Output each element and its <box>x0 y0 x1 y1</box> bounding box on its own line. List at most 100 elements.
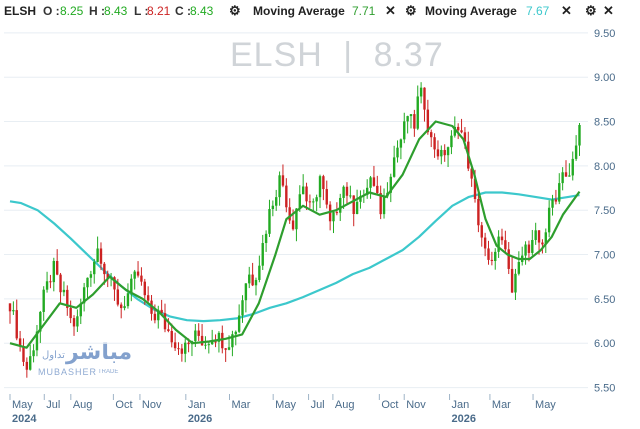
candle-body <box>315 197 318 202</box>
candle-body <box>39 311 42 332</box>
candle-body <box>217 332 221 342</box>
x-tick-label: May <box>12 399 33 411</box>
candle-body <box>66 289 69 308</box>
candle-body <box>460 130 463 133</box>
candle-body <box>477 198 480 226</box>
candle-body <box>399 139 403 148</box>
watermark-symbol: ELSH <box>230 36 323 74</box>
candle-body <box>184 342 187 354</box>
candle-body <box>376 185 379 194</box>
candle-body <box>140 275 143 282</box>
candle-body <box>251 274 254 286</box>
panel-settings-gear-icon[interactable]: ⚙ <box>585 3 597 18</box>
candle-body <box>372 177 376 186</box>
candle-body <box>248 274 251 284</box>
candle-body <box>278 175 281 198</box>
candle-body <box>419 87 423 97</box>
candle-body <box>517 262 521 274</box>
candle-body <box>69 307 72 319</box>
candle-body <box>574 145 578 159</box>
candle-body <box>456 126 460 131</box>
panel-close-icon[interactable]: ✕ <box>603 3 614 18</box>
candle-body <box>258 265 261 280</box>
mubasher-logo: مباشر تداول MUBASHER TRADE <box>22 340 132 380</box>
watermark-separator: | <box>343 36 354 74</box>
candle-body <box>113 277 116 290</box>
candle-body <box>126 293 130 307</box>
y-tick-label: 9.50 <box>594 28 615 40</box>
candle-body <box>264 233 268 244</box>
ma1-settings-gear-icon[interactable]: ⚙ <box>229 3 241 18</box>
x-tick-label: Jan <box>188 399 206 411</box>
candle-body <box>355 201 359 214</box>
candle-body <box>163 313 167 330</box>
candle-body <box>275 197 278 206</box>
close-value: 8.43 <box>190 4 214 18</box>
candle-body <box>96 248 99 262</box>
y-tick-label: 8.00 <box>594 161 615 173</box>
y-tick-label: 7.00 <box>594 250 615 262</box>
x-year-label: 2024 <box>12 413 37 425</box>
candle-body <box>8 303 12 312</box>
x-tick-label: Jul <box>311 399 325 411</box>
candle-body <box>335 212 339 214</box>
candle-body <box>99 248 103 264</box>
ma2-close-icon[interactable]: ✕ <box>561 3 572 18</box>
y-tick-label: 9.00 <box>594 72 615 84</box>
symbol-label: ELSH <box>4 4 37 18</box>
candle-body <box>15 310 18 339</box>
candle-body <box>443 149 446 156</box>
logo-latin-sub: TRADE <box>98 369 119 375</box>
watermark-price: 8.37 <box>373 36 444 74</box>
candle-body <box>72 318 76 327</box>
ma1-value: 7.71 <box>352 4 376 18</box>
y-tick-label: 5.50 <box>594 383 615 395</box>
ma2-settings-gear-icon[interactable]: ⚙ <box>405 3 417 18</box>
candle-body <box>416 96 419 129</box>
candle-body <box>325 189 328 205</box>
candle-body <box>29 356 32 370</box>
candle-body <box>494 251 497 261</box>
candle-body <box>568 175 571 177</box>
candle-body <box>160 309 163 314</box>
ma-fast-path <box>9 120 581 349</box>
candle-body <box>62 289 66 293</box>
candle-body <box>237 315 241 332</box>
candle-body <box>332 212 335 222</box>
candle-body <box>541 242 544 245</box>
x-tick-label: Aug <box>335 399 355 411</box>
candle-body <box>389 176 392 193</box>
y-axis: 9.50 9.00 8.50 8.00 7.50 7.00 6.50 6.00 5.50 <box>594 28 615 395</box>
candle-body <box>204 344 207 346</box>
candle-body <box>22 346 25 362</box>
candle-body <box>305 186 308 202</box>
ma1-close-icon[interactable]: ✕ <box>385 3 396 18</box>
candle-body <box>524 244 527 256</box>
candle-body <box>187 342 190 345</box>
y-tick-label: 7.50 <box>594 205 615 217</box>
low-label: L : <box>134 4 149 18</box>
candle-body <box>285 185 288 208</box>
candle-body <box>200 335 204 346</box>
candle-body <box>180 348 184 354</box>
candle-body <box>177 348 180 350</box>
candle-body <box>497 236 500 252</box>
candle-body <box>470 168 473 179</box>
candle-body <box>82 287 86 304</box>
candle-body <box>224 348 227 350</box>
x-year-label: 2026 <box>452 413 476 425</box>
candle-body <box>561 172 564 184</box>
candle-body <box>45 281 49 290</box>
x-tick-label: May <box>275 399 296 411</box>
candle-body <box>298 194 301 209</box>
candle-body <box>436 149 440 157</box>
candle-body <box>426 109 430 133</box>
candle-body <box>210 341 214 345</box>
candle-body <box>281 175 285 186</box>
candle-body <box>365 187 369 196</box>
candle-body <box>537 230 541 243</box>
x-axis: May Jul Aug Oct Nov Jan Mar May Jul Aug Oct Nov Jan M… <box>9 394 556 425</box>
candle-body <box>382 196 386 215</box>
candle-body <box>268 209 271 234</box>
